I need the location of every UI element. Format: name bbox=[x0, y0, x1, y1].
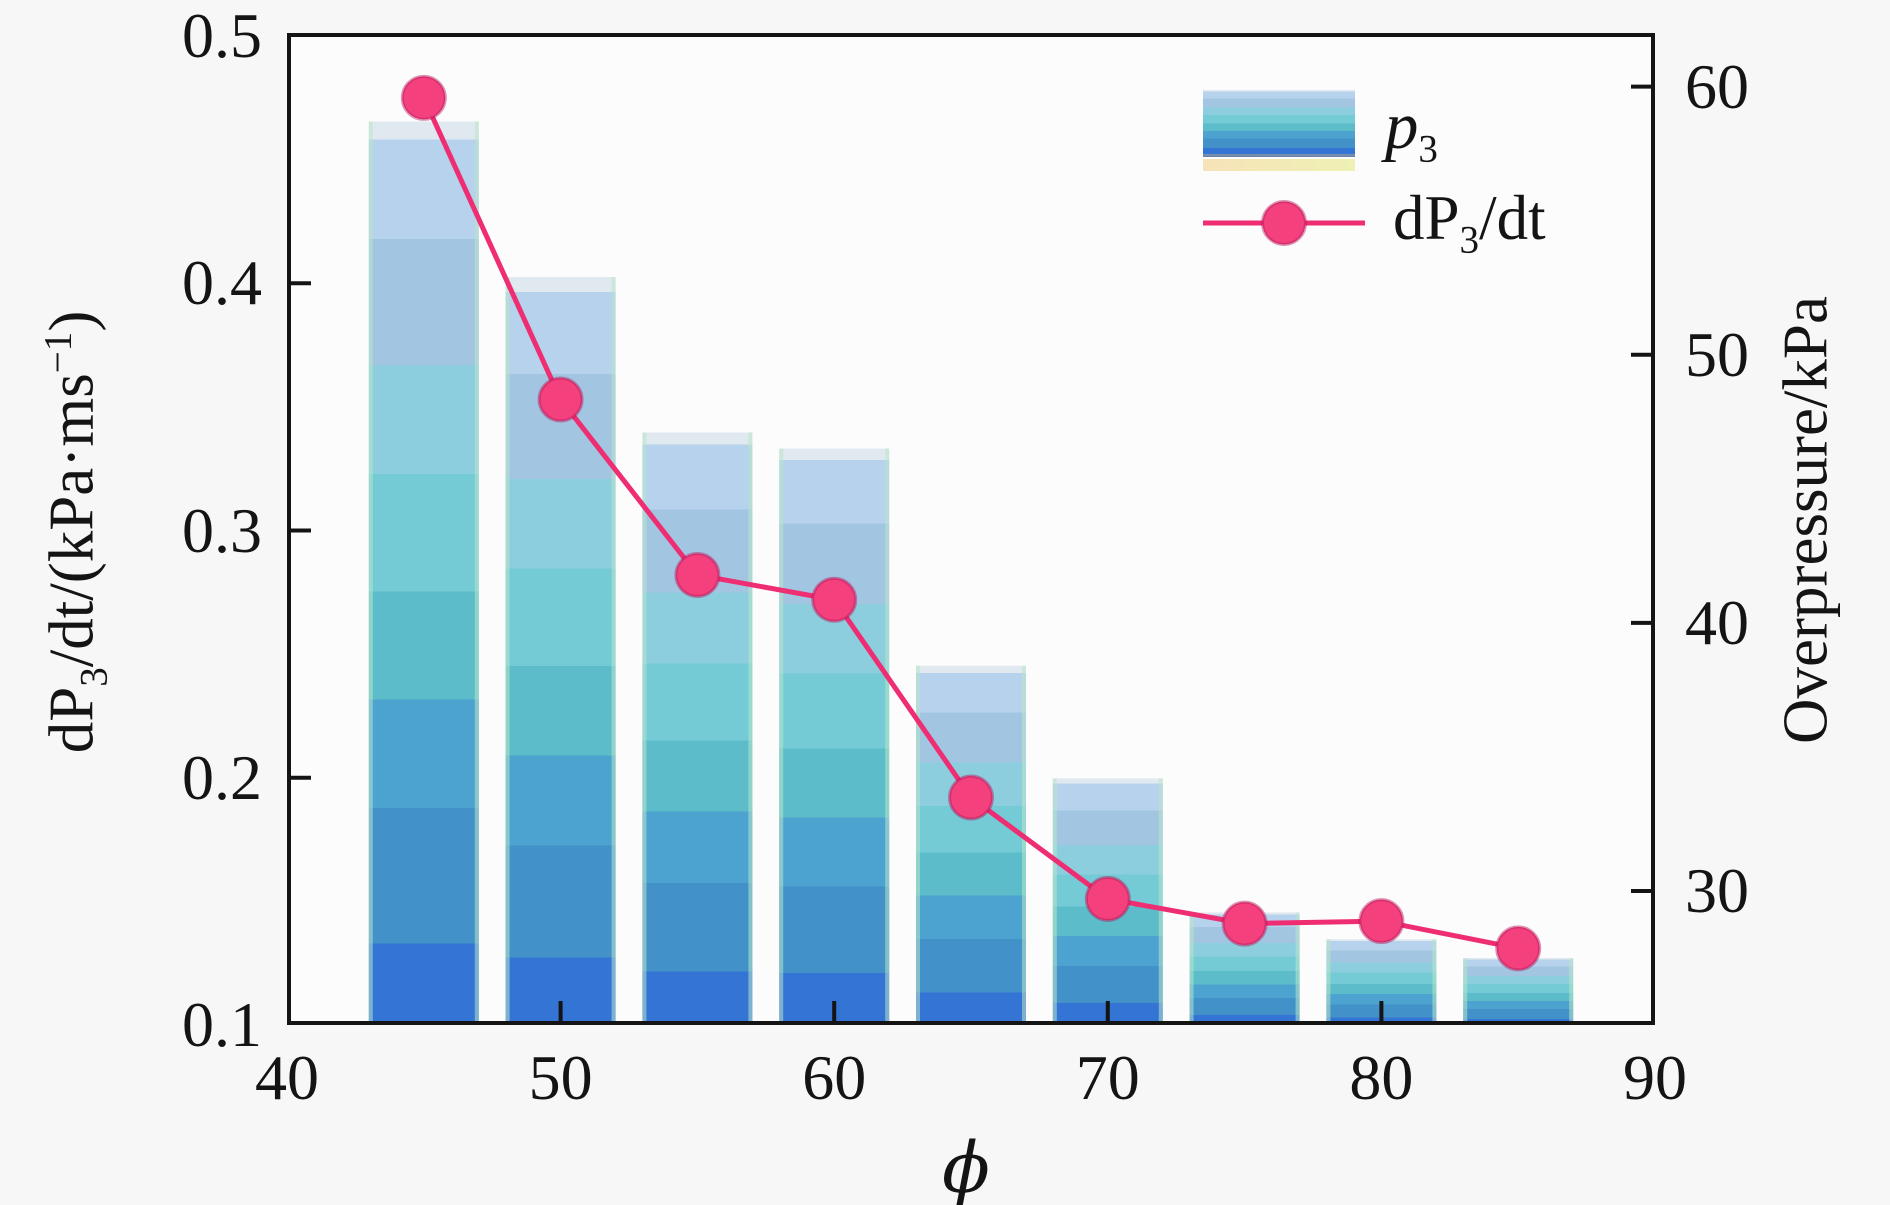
bar-edge-highlight bbox=[474, 121, 479, 1025]
marker-phi-50 bbox=[537, 376, 584, 423]
right-axis-title: Overpressure/kPa bbox=[1770, 296, 1841, 744]
marker-phi-80 bbox=[1358, 898, 1405, 945]
bar-edge-highlight bbox=[779, 448, 784, 1025]
legend-label-dp3dt: dP3/dt bbox=[1393, 183, 1546, 262]
marker-phi-60 bbox=[811, 576, 858, 623]
x-tick-label-40: 40 bbox=[255, 1042, 319, 1113]
left-tick-label-0.4: 0.4 bbox=[182, 247, 262, 319]
x-tick-label-50: 50 bbox=[528, 1042, 593, 1113]
bar-edge-highlight bbox=[642, 432, 647, 1025]
legend-label-p3: p3 bbox=[1385, 88, 1438, 171]
left-tick-label-0.5: 0.5 bbox=[182, 0, 262, 71]
bar-phi-65 bbox=[916, 665, 1026, 1025]
x-axis-title: ϕ bbox=[942, 1127, 990, 1205]
left-tick-label-0.2: 0.2 bbox=[182, 741, 262, 813]
marker-phi-85 bbox=[1495, 925, 1542, 972]
bar-phi-45 bbox=[368, 121, 479, 1025]
left-tick-label-0.3: 0.3 bbox=[182, 494, 262, 566]
marker-phi-75 bbox=[1221, 900, 1268, 947]
bar-edge-highlight bbox=[1295, 912, 1300, 1025]
bar-edge-highlight bbox=[1432, 939, 1437, 1025]
bar-edge-highlight bbox=[1052, 778, 1057, 1025]
right-tick-label-50: 50 bbox=[1685, 318, 1749, 390]
bar-phi-60 bbox=[779, 448, 890, 1025]
bar-edge-highlight bbox=[368, 121, 373, 1025]
marker-phi-55 bbox=[674, 552, 721, 599]
bar-edge-highlight bbox=[1022, 665, 1026, 1025]
bar-edge-highlight bbox=[748, 432, 753, 1025]
bar-edge-highlight bbox=[885, 448, 890, 1025]
bar-phi-55 bbox=[642, 432, 753, 1025]
legend: p3 dP3/dt bbox=[1203, 90, 1546, 260]
legend-line-marker-icon bbox=[1203, 200, 1365, 247]
right-tick-label-60: 60 bbox=[1685, 50, 1749, 122]
right-tick-label-40: 40 bbox=[1685, 586, 1749, 658]
left-tick-label-0.1: 0.1 bbox=[182, 989, 262, 1060]
x-tick-label-70: 70 bbox=[1075, 1042, 1140, 1113]
x-tick-label-60: 60 bbox=[802, 1042, 867, 1113]
legend-bar-swatch-icon bbox=[1203, 90, 1355, 157]
x-tick-label-90: 90 bbox=[1623, 1042, 1687, 1113]
bar-edge-highlight bbox=[1189, 912, 1194, 1025]
legend-swatch-underline-icon bbox=[1203, 159, 1355, 171]
bar-edge-highlight bbox=[1463, 957, 1468, 1025]
bar-edge-highlight bbox=[916, 665, 920, 1025]
legend-item-p3: p3 bbox=[1203, 90, 1546, 171]
bar-edge-highlight bbox=[1569, 957, 1574, 1025]
x-tick-label-80: 80 bbox=[1349, 1042, 1414, 1113]
legend-bar-swatch-wrap bbox=[1203, 90, 1357, 171]
bar-edge-highlight bbox=[611, 276, 616, 1025]
marker-phi-65 bbox=[948, 774, 994, 821]
bar-edge-highlight bbox=[1326, 939, 1331, 1025]
bar-edge-highlight bbox=[1158, 778, 1163, 1025]
marker-phi-45 bbox=[400, 74, 447, 121]
legend-item-dp3dt: dP3/dt bbox=[1203, 187, 1546, 260]
left-axis-title: dP3/dt/(kPa·ms−1) bbox=[36, 310, 116, 754]
bar-edge-highlight bbox=[505, 276, 510, 1025]
marker-phi-70 bbox=[1084, 875, 1131, 922]
right-tick-label-30: 30 bbox=[1685, 854, 1749, 926]
plot-frame bbox=[287, 33, 1655, 1025]
